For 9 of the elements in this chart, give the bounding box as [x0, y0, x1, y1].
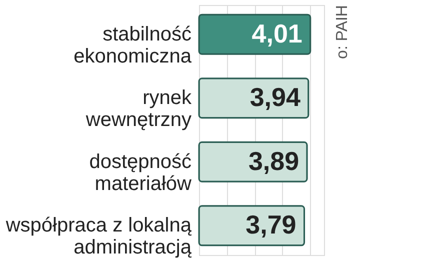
data-label: 3,89 [248, 146, 300, 176]
data-label: 3,79 [246, 210, 296, 240]
data-label: 3,94 [250, 82, 301, 112]
y-tick-label: współpraca z lokalną administracją [4, 214, 192, 259]
y-tick-label: dostępność materiałów [89, 150, 192, 195]
text: o: PAIH [334, 5, 351, 59]
y-tick-label: rynek wewnętrzny [84, 87, 192, 132]
data-label: 4,01 [252, 18, 302, 48]
y-tick-label: stabilność ekonomiczna [74, 23, 192, 68]
